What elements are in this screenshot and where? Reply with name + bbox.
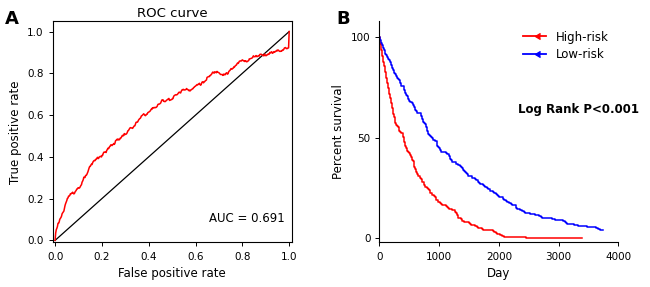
Y-axis label: True positive rate: True positive rate <box>8 80 21 184</box>
Legend: High-risk, Low-risk: High-risk, Low-risk <box>519 27 612 64</box>
X-axis label: Day: Day <box>487 267 510 280</box>
Text: Log Rank P<0.001: Log Rank P<0.001 <box>518 103 639 116</box>
Text: A: A <box>5 10 19 28</box>
Text: AUC = 0.691: AUC = 0.691 <box>209 212 284 225</box>
Y-axis label: Percent survival: Percent survival <box>332 84 345 179</box>
Text: B: B <box>337 10 350 28</box>
Title: ROC curve: ROC curve <box>136 7 207 20</box>
X-axis label: False positive rate: False positive rate <box>118 267 226 280</box>
